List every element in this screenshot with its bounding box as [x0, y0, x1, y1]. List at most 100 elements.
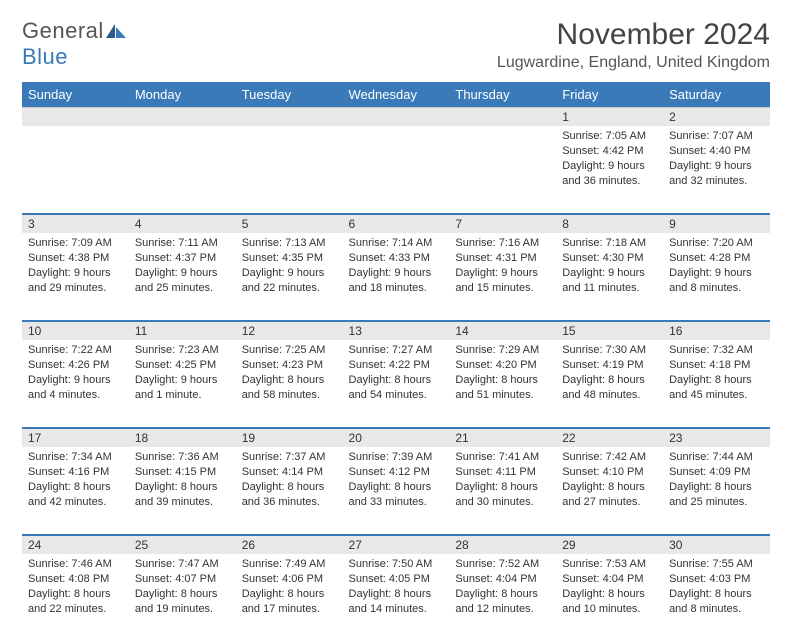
day-number-cell: 16	[663, 321, 770, 340]
day-number-row: 10111213141516	[22, 321, 770, 340]
sunrise-text: Sunrise: 7:55 AM	[669, 557, 764, 572]
day-number-cell	[22, 108, 129, 127]
day-number: 18	[135, 431, 148, 445]
location: Lugwardine, England, United Kingdom	[497, 54, 770, 72]
dayheader-wed: Wednesday	[343, 82, 450, 108]
sunset-text: Sunset: 4:07 PM	[135, 572, 230, 587]
day-cell: Sunrise: 7:25 AMSunset: 4:23 PMDaylight:…	[236, 340, 343, 428]
day-info-row: Sunrise: 7:09 AMSunset: 4:38 PMDaylight:…	[22, 233, 770, 321]
day-number: 24	[28, 538, 41, 552]
day-cell: Sunrise: 7:37 AMSunset: 4:14 PMDaylight:…	[236, 447, 343, 535]
day-number-cell: 15	[556, 321, 663, 340]
day-info-row: Sunrise: 7:34 AMSunset: 4:16 PMDaylight:…	[22, 447, 770, 535]
day-cell: Sunrise: 7:36 AMSunset: 4:15 PMDaylight:…	[129, 447, 236, 535]
day-info: Sunrise: 7:41 AMSunset: 4:11 PMDaylight:…	[455, 450, 550, 509]
sunset-text: Sunset: 4:10 PM	[562, 465, 657, 480]
daylight-text: Daylight: 8 hours and 45 minutes.	[669, 373, 764, 403]
day-number-cell: 2	[663, 108, 770, 127]
day-number-row: 3456789	[22, 214, 770, 233]
day-info: Sunrise: 7:27 AMSunset: 4:22 PMDaylight:…	[349, 343, 444, 402]
day-number-cell: 21	[449, 428, 556, 447]
day-info: Sunrise: 7:29 AMSunset: 4:20 PMDaylight:…	[455, 343, 550, 402]
sunrise-text: Sunrise: 7:16 AM	[455, 236, 550, 251]
day-cell: Sunrise: 7:49 AMSunset: 4:06 PMDaylight:…	[236, 554, 343, 642]
day-number: 28	[455, 538, 468, 552]
day-cell: Sunrise: 7:14 AMSunset: 4:33 PMDaylight:…	[343, 233, 450, 321]
day-info: Sunrise: 7:46 AMSunset: 4:08 PMDaylight:…	[28, 557, 123, 616]
day-info: Sunrise: 7:32 AMSunset: 4:18 PMDaylight:…	[669, 343, 764, 402]
sunrise-text: Sunrise: 7:29 AM	[455, 343, 550, 358]
day-number: 22	[562, 431, 575, 445]
day-number: 13	[349, 324, 362, 338]
day-number-cell: 30	[663, 535, 770, 554]
day-cell: Sunrise: 7:42 AMSunset: 4:10 PMDaylight:…	[556, 447, 663, 535]
sunrise-text: Sunrise: 7:47 AM	[135, 557, 230, 572]
day-cell: Sunrise: 7:39 AMSunset: 4:12 PMDaylight:…	[343, 447, 450, 535]
sunrise-text: Sunrise: 7:32 AM	[669, 343, 764, 358]
sunset-text: Sunset: 4:22 PM	[349, 358, 444, 373]
sunrise-text: Sunrise: 7:46 AM	[28, 557, 123, 572]
sunset-text: Sunset: 4:06 PM	[242, 572, 337, 587]
day-cell	[449, 126, 556, 214]
day-number: 11	[135, 324, 147, 338]
daylight-text: Daylight: 8 hours and 58 minutes.	[242, 373, 337, 403]
day-cell: Sunrise: 7:34 AMSunset: 4:16 PMDaylight:…	[22, 447, 129, 535]
day-info: Sunrise: 7:52 AMSunset: 4:04 PMDaylight:…	[455, 557, 550, 616]
day-info: Sunrise: 7:16 AMSunset: 4:31 PMDaylight:…	[455, 236, 550, 295]
daylight-text: Daylight: 9 hours and 29 minutes.	[28, 266, 123, 296]
day-info: Sunrise: 7:18 AMSunset: 4:30 PMDaylight:…	[562, 236, 657, 295]
daylight-text: Daylight: 8 hours and 48 minutes.	[562, 373, 657, 403]
dayheader-sat: Saturday	[663, 82, 770, 108]
sunrise-text: Sunrise: 7:41 AM	[455, 450, 550, 465]
day-cell	[343, 126, 450, 214]
calendar-body: 12 Sunrise: 7:05 AMSunset: 4:42 PMDayligh…	[22, 108, 770, 642]
day-number-cell: 22	[556, 428, 663, 447]
day-cell: Sunrise: 7:29 AMSunset: 4:20 PMDaylight:…	[449, 340, 556, 428]
day-number-cell: 25	[129, 535, 236, 554]
sunset-text: Sunset: 4:15 PM	[135, 465, 230, 480]
day-info: Sunrise: 7:13 AMSunset: 4:35 PMDaylight:…	[242, 236, 337, 295]
day-info: Sunrise: 7:09 AMSunset: 4:38 PMDaylight:…	[28, 236, 123, 295]
daylight-text: Daylight: 8 hours and 39 minutes.	[135, 480, 230, 510]
day-number-cell: 19	[236, 428, 343, 447]
day-number-cell: 3	[22, 214, 129, 233]
sunrise-text: Sunrise: 7:09 AM	[28, 236, 123, 251]
day-number-cell: 23	[663, 428, 770, 447]
sunrise-text: Sunrise: 7:30 AM	[562, 343, 657, 358]
day-number: 2	[669, 110, 676, 124]
day-number: 26	[242, 538, 255, 552]
daylight-text: Daylight: 8 hours and 30 minutes.	[455, 480, 550, 510]
day-info: Sunrise: 7:23 AMSunset: 4:25 PMDaylight:…	[135, 343, 230, 402]
sunset-text: Sunset: 4:23 PM	[242, 358, 337, 373]
day-cell: Sunrise: 7:41 AMSunset: 4:11 PMDaylight:…	[449, 447, 556, 535]
sunset-text: Sunset: 4:09 PM	[669, 465, 764, 480]
day-number: 12	[242, 324, 255, 338]
day-info: Sunrise: 7:50 AMSunset: 4:05 PMDaylight:…	[349, 557, 444, 616]
day-info: Sunrise: 7:49 AMSunset: 4:06 PMDaylight:…	[242, 557, 337, 616]
day-info-row: Sunrise: 7:46 AMSunset: 4:08 PMDaylight:…	[22, 554, 770, 642]
logo-text: General Blue	[22, 18, 126, 70]
day-number-cell: 27	[343, 535, 450, 554]
day-info: Sunrise: 7:11 AMSunset: 4:37 PMDaylight:…	[135, 236, 230, 295]
sunset-text: Sunset: 4:42 PM	[562, 144, 657, 159]
daylight-text: Daylight: 9 hours and 11 minutes.	[562, 266, 657, 296]
day-info: Sunrise: 7:14 AMSunset: 4:33 PMDaylight:…	[349, 236, 444, 295]
day-info-row: Sunrise: 7:05 AMSunset: 4:42 PMDaylight:…	[22, 126, 770, 214]
day-cell: Sunrise: 7:32 AMSunset: 4:18 PMDaylight:…	[663, 340, 770, 428]
daylight-text: Daylight: 9 hours and 15 minutes.	[455, 266, 550, 296]
sunset-text: Sunset: 4:08 PM	[28, 572, 123, 587]
title-block: November 2024 Lugwardine, England, Unite…	[497, 18, 770, 72]
day-cell: Sunrise: 7:46 AMSunset: 4:08 PMDaylight:…	[22, 554, 129, 642]
day-info: Sunrise: 7:07 AMSunset: 4:40 PMDaylight:…	[669, 129, 764, 188]
sunrise-text: Sunrise: 7:42 AM	[562, 450, 657, 465]
day-number-cell: 11	[129, 321, 236, 340]
dayheader-tue: Tuesday	[236, 82, 343, 108]
sunrise-text: Sunrise: 7:37 AM	[242, 450, 337, 465]
sunrise-text: Sunrise: 7:44 AM	[669, 450, 764, 465]
day-number-cell: 8	[556, 214, 663, 233]
day-cell: Sunrise: 7:30 AMSunset: 4:19 PMDaylight:…	[556, 340, 663, 428]
day-info: Sunrise: 7:22 AMSunset: 4:26 PMDaylight:…	[28, 343, 123, 402]
daylight-text: Daylight: 8 hours and 33 minutes.	[349, 480, 444, 510]
day-info: Sunrise: 7:05 AMSunset: 4:42 PMDaylight:…	[562, 129, 657, 188]
sunset-text: Sunset: 4:30 PM	[562, 251, 657, 266]
